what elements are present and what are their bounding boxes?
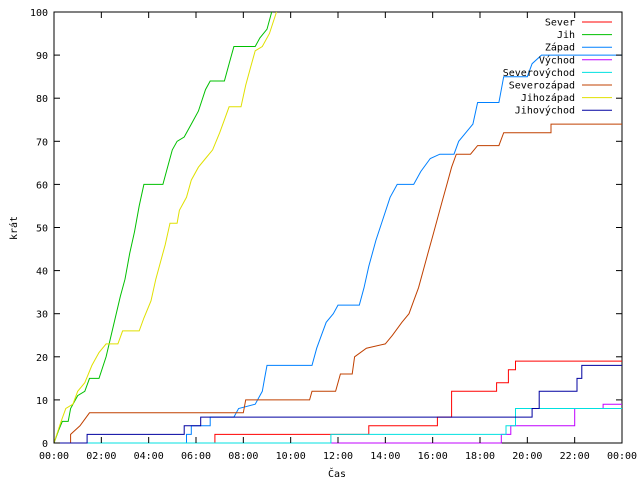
y-tick-label: 10 xyxy=(36,396,48,407)
x-tick-label: 22:00 xyxy=(560,451,590,462)
x-tick-label: 20:00 xyxy=(512,451,542,462)
legend: SeverJihZápadVýchodSeverovýchodSeverozáp… xyxy=(503,18,612,117)
series-line-jihovýchod xyxy=(54,364,622,444)
x-axis-label: Čas xyxy=(328,467,346,480)
x-tick-label: 10:00 xyxy=(276,451,306,462)
x-tick-label: 08:00 xyxy=(228,451,258,462)
y-tick-label: 50 xyxy=(36,224,48,235)
y-axis-ticks: 0 10 20 30 40 50 60 70 80 90 100 xyxy=(30,8,622,450)
series-layer xyxy=(53,11,622,444)
x-tick-label: 16:00 xyxy=(418,451,448,462)
legend-label: Sever xyxy=(545,18,575,29)
series-line-severovýchod xyxy=(54,408,622,444)
legend-label: Jihozápad xyxy=(521,92,575,104)
x-tick-label: 00:00 xyxy=(607,451,637,462)
x-tick-label: 18:00 xyxy=(465,451,495,462)
y-tick-label: 20 xyxy=(36,353,48,364)
legend-label: Severovýchod xyxy=(503,67,575,79)
series-line-východ xyxy=(54,403,622,444)
x-tick-label: 14:00 xyxy=(370,451,400,462)
legend-label: Jih xyxy=(557,30,575,41)
y-tick-label: 90 xyxy=(36,51,48,62)
x-tick-label: 12:00 xyxy=(323,451,353,462)
y-tick-label: 60 xyxy=(36,180,48,191)
legend-label: Východ xyxy=(539,54,575,66)
x-tick-label: 02:00 xyxy=(86,451,116,462)
y-tick-label: 70 xyxy=(36,137,48,148)
series-line-severozápad xyxy=(54,123,622,444)
legend-label: Severozápad xyxy=(509,80,575,92)
y-tick-label: 30 xyxy=(36,310,48,321)
x-tick-label: 04:00 xyxy=(134,451,164,462)
y-axis-label: krát xyxy=(8,216,20,240)
y-tick-label: 40 xyxy=(36,267,48,278)
y-tick-label: 100 xyxy=(30,8,48,19)
y-tick-label: 0 xyxy=(42,439,48,450)
y-tick-label: 80 xyxy=(36,94,48,105)
x-tick-label: 06:00 xyxy=(181,451,211,462)
legend-label: Jihovýchod xyxy=(515,105,575,117)
series-line-jih xyxy=(53,11,273,444)
series-line-sever xyxy=(54,360,622,444)
x-tick-label: 00:00 xyxy=(39,451,69,462)
series-line-jihozápad xyxy=(53,11,277,444)
legend-label: Západ xyxy=(545,42,575,54)
x-axis-ticks: 00:00 02:00 04:00 06:00 08:00 10:00 12:00 14:00… xyxy=(39,12,637,462)
